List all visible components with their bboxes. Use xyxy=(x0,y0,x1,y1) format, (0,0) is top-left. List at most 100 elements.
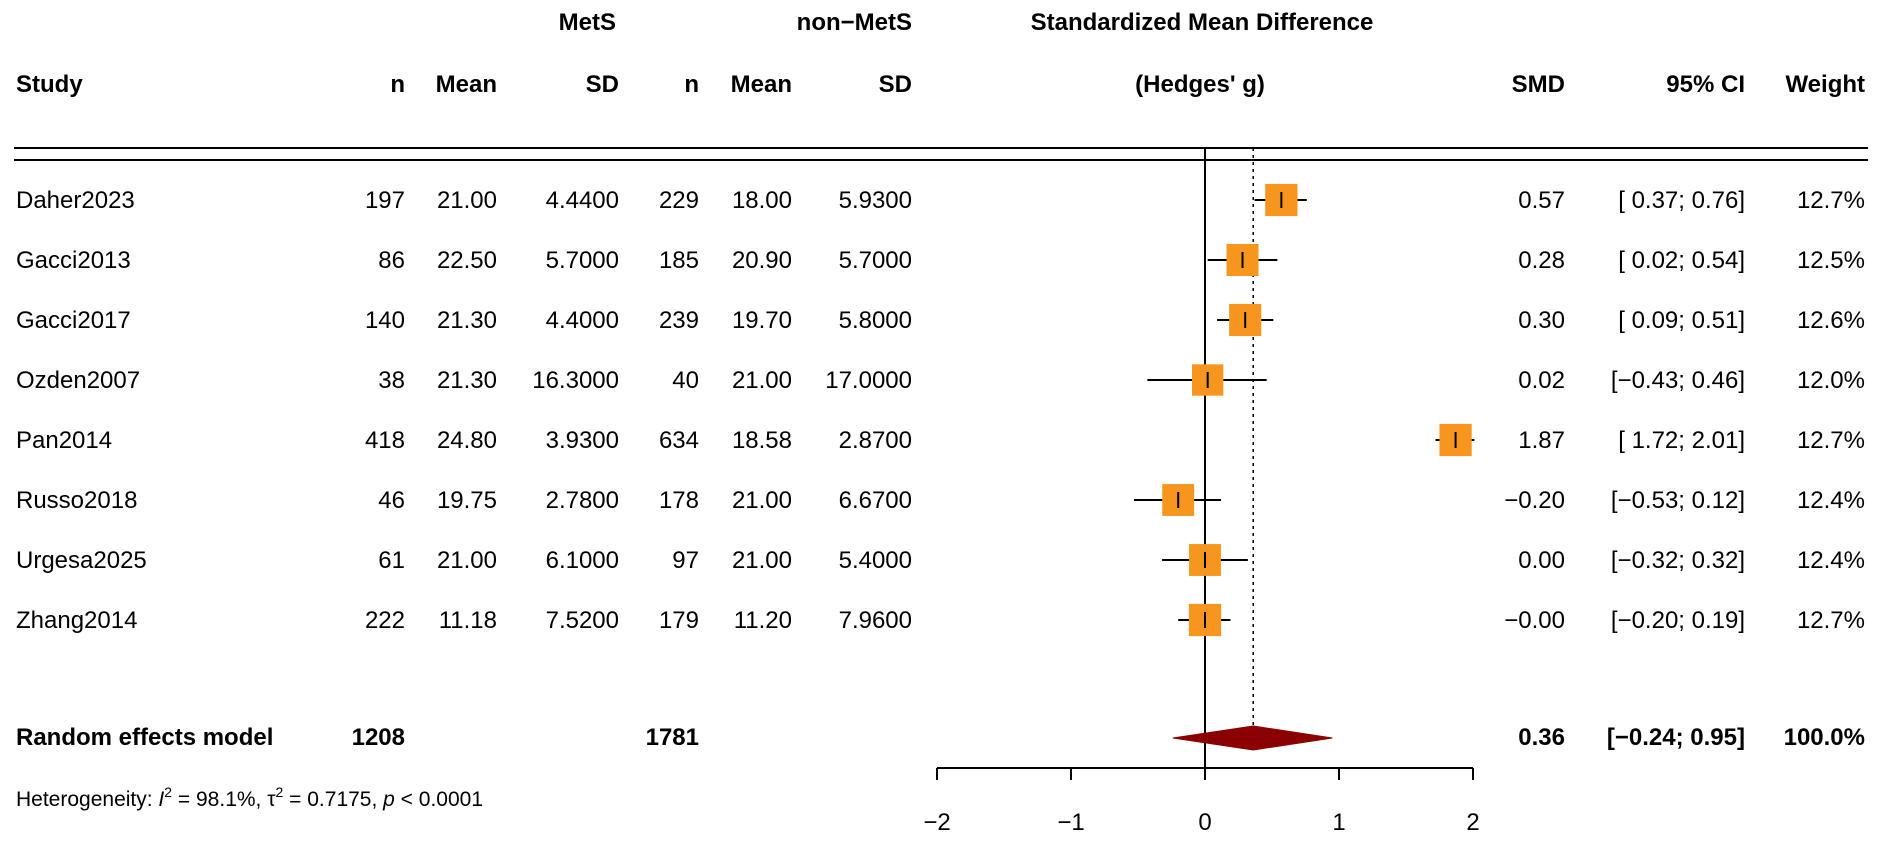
cell-weight: 12.7% xyxy=(1797,187,1865,214)
cell-n2: 185 xyxy=(659,247,699,274)
group-header-mets: MetS xyxy=(559,9,616,36)
cell-n1: 140 xyxy=(365,307,405,334)
cell-mean1: 21.30 xyxy=(437,307,497,334)
cell-n1: 61 xyxy=(378,547,405,574)
cell-ci: [−0.20; 0.19] xyxy=(1611,607,1745,634)
cell-ci: [ 1.72; 2.01] xyxy=(1618,427,1745,454)
study-row: Pan2014 418 24.80 3.9300 634 18.58 2.8700 1.87 [… xyxy=(16,423,1865,457)
cell-ci: [ 0.09; 0.51] xyxy=(1618,307,1745,334)
cell-mean2: 11.20 xyxy=(734,607,792,634)
cell-sd1: 4.4400 xyxy=(546,187,619,214)
group-header-non-mets: non−MetS xyxy=(797,9,912,36)
cell-n1: 46 xyxy=(378,487,405,514)
cell-smd: 0.28 xyxy=(1518,247,1565,274)
cell-mean1: 19.75 xyxy=(437,487,497,514)
cell-smd: 0.57 xyxy=(1518,187,1565,214)
study-name: Russo2018 xyxy=(16,487,137,514)
cell-smd: −0.00 xyxy=(1504,607,1565,634)
cell-sd1: 5.7000 xyxy=(546,247,619,274)
cell-smd: 0.30 xyxy=(1518,307,1565,334)
cell-ci: [−0.53; 0.12] xyxy=(1611,487,1745,514)
cell-mean1: 24.80 xyxy=(437,427,497,454)
pooled-weight: 100.0% xyxy=(1784,724,1865,751)
study-row: Urgesa2025 61 21.00 6.1000 97 21.00 5.4000 0.00… xyxy=(16,544,1865,576)
x-axis-ticks: −2 −1 0 1 2 xyxy=(923,768,1480,836)
cell-mean2: 21.00 xyxy=(732,367,792,394)
study-row: Ozden2007 38 21.30 16.3000 40 21.00 17.0000 0.0… xyxy=(16,364,1865,396)
cell-weight: 12.4% xyxy=(1797,547,1865,574)
study-row: Gacci2017 140 21.30 4.4000 239 19.70 5.8000 0.3… xyxy=(16,303,1865,337)
study-rows: Daher2023 197 21.00 4.4400 229 18.00 5.9300 0.5… xyxy=(16,183,1865,637)
col-header-smd: SMD xyxy=(1512,71,1565,98)
col-header-mean-non-mets: Mean xyxy=(731,71,792,98)
col-header-mean-mets: Mean xyxy=(436,71,497,98)
cell-sd2: 5.8000 xyxy=(839,307,912,334)
cell-sd1: 2.7800 xyxy=(546,487,619,514)
plot-title-line1: Standardized Mean Difference xyxy=(1031,9,1374,36)
cell-n1: 197 xyxy=(365,187,405,214)
cell-n1: 38 xyxy=(378,367,405,394)
cell-sd1: 3.9300 xyxy=(546,427,619,454)
cell-sd2: 6.6700 xyxy=(839,487,912,514)
cell-weight: 12.0% xyxy=(1797,367,1865,394)
cell-mean2: 19.70 xyxy=(732,307,792,334)
plot-title-line2: (Hedges' g) xyxy=(1135,71,1265,98)
cell-sd1: 16.3000 xyxy=(532,367,619,394)
cell-n1: 222 xyxy=(365,607,405,634)
pooled-smd: 0.36 xyxy=(1518,724,1565,751)
cell-smd: −0.20 xyxy=(1504,487,1565,514)
cell-weight: 12.6% xyxy=(1797,307,1865,334)
pooled-ci: [−0.24; 0.95] xyxy=(1607,724,1745,751)
cell-mean2: 18.58 xyxy=(732,427,792,454)
cell-mean1: 21.30 xyxy=(437,367,497,394)
cell-sd1: 6.1000 xyxy=(546,547,619,574)
cell-sd2: 7.9600 xyxy=(839,607,912,634)
col-header-weight: Weight xyxy=(1785,71,1865,98)
x-tick-label: 0 xyxy=(1198,809,1211,836)
study-name: Gacci2017 xyxy=(16,307,131,334)
effect-square xyxy=(1229,303,1262,337)
cell-n2: 178 xyxy=(659,487,699,514)
effect-square xyxy=(1439,423,1472,457)
cell-n2: 40 xyxy=(672,367,699,394)
study-name: Urgesa2025 xyxy=(16,547,147,574)
x-tick-label: 1 xyxy=(1332,809,1345,836)
cell-mean2: 18.00 xyxy=(732,187,792,214)
cell-mean1: 21.00 xyxy=(437,547,497,574)
cell-smd: 0.00 xyxy=(1518,547,1565,574)
cell-mean1: 21.00 xyxy=(437,187,497,214)
study-row: Russo2018 46 19.75 2.7800 178 21.00 6.6700 −0.2… xyxy=(16,484,1865,516)
study-name: Zhang2014 xyxy=(16,607,137,634)
x-tick-label: −1 xyxy=(1057,809,1084,836)
pooled-diamond xyxy=(1172,725,1333,751)
cell-n1: 418 xyxy=(365,427,405,454)
cell-n1: 86 xyxy=(378,247,405,274)
col-header-study: Study xyxy=(16,71,83,98)
cell-ci: [ 0.37; 0.76] xyxy=(1618,187,1745,214)
study-name: Daher2023 xyxy=(16,187,135,214)
cell-mean1: 11.18 xyxy=(439,607,497,634)
pooled-label: Random effects model xyxy=(16,724,273,751)
study-row: Zhang2014 222 11.18 7.5200 179 11.20 7.9600 −0.… xyxy=(16,603,1865,637)
col-header-ci: 95% CI xyxy=(1666,71,1745,98)
cell-n2: 97 xyxy=(672,547,699,574)
x-tick-label: −2 xyxy=(923,809,950,836)
cell-sd2: 5.4000 xyxy=(839,547,912,574)
cell-sd2: 2.8700 xyxy=(839,427,912,454)
col-header-n-mets: n xyxy=(390,71,405,98)
cell-n2: 239 xyxy=(659,307,699,334)
col-header-sd-non-mets: SD xyxy=(879,71,912,98)
cell-mean2: 21.00 xyxy=(732,547,792,574)
study-name: Ozden2007 xyxy=(16,367,140,394)
cell-mean1: 22.50 xyxy=(437,247,497,274)
cell-n2: 229 xyxy=(659,187,699,214)
pooled-n-non-mets: 1781 xyxy=(646,724,699,751)
cell-weight: 12.4% xyxy=(1797,487,1865,514)
cell-n2: 634 xyxy=(659,427,699,454)
cell-sd1: 7.5200 xyxy=(546,607,619,634)
study-row: Gacci2013 86 22.50 5.7000 185 20.90 5.7000 0.28… xyxy=(16,244,1865,276)
cell-sd2: 17.0000 xyxy=(825,367,912,394)
study-row: Daher2023 197 21.00 4.4400 229 18.00 5.9300 0.5… xyxy=(16,183,1865,217)
